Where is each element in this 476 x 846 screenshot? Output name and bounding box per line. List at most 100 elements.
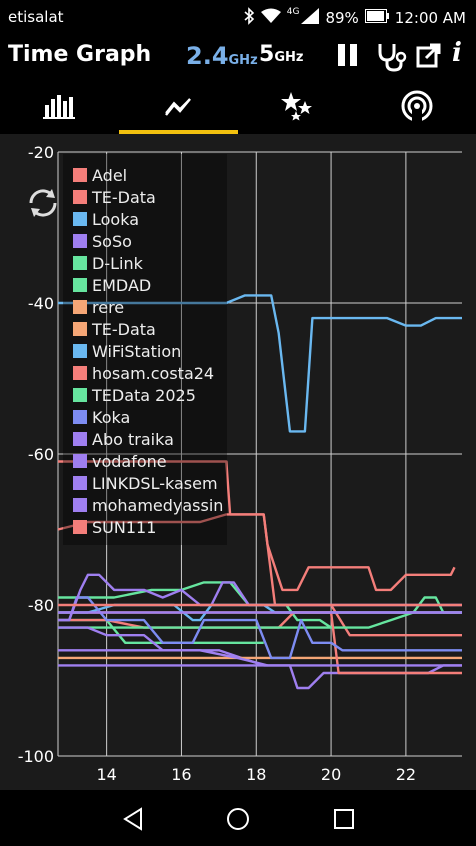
legend-swatch	[73, 366, 87, 380]
legend-label: Abo traika	[92, 429, 174, 449]
chart-canvas: 14 16 18 20 22 -20 -40 -60 -80 -100	[18, 143, 462, 784]
legend-label: Looka	[92, 209, 139, 229]
band-5-unit: GHz	[274, 50, 304, 65]
legend-swatch	[73, 256, 87, 270]
app-bar: Time Graph 2.4GHz 5GHz i	[0, 34, 476, 82]
legend-item: Looka	[73, 208, 139, 230]
chart-legend: Adel TE-Data Looka SoSo D-Link EMDAD rere TE-Da…	[63, 154, 227, 545]
legend-swatch	[73, 300, 87, 314]
navigation-bar	[0, 790, 476, 846]
legend-swatch	[73, 454, 87, 468]
series-line	[58, 596, 462, 660]
legend-item: LINKDSL-kasem	[73, 472, 218, 494]
legend-item: hosam.costa24	[73, 362, 214, 384]
legend-swatch	[73, 520, 87, 534]
status-icons: 4G 89% 12:00 AM	[243, 7, 466, 29]
series-line	[58, 460, 456, 592]
y-tick-label: -100	[18, 747, 54, 766]
legend-item: TEData 2025	[73, 384, 196, 406]
series-line	[58, 294, 462, 433]
legend-swatch	[73, 388, 87, 402]
legend-swatch	[73, 212, 87, 226]
legend-swatch	[73, 344, 87, 358]
legend-item: Adel	[73, 164, 127, 186]
legend-label: WiFiStation	[92, 341, 182, 361]
x-tick-label: 20	[321, 765, 341, 784]
legend-swatch	[73, 234, 87, 248]
stars-icon	[280, 91, 315, 125]
legend-label: hosam.costa24	[92, 363, 215, 383]
x-tick-label: 16	[171, 765, 191, 784]
legend-label: Koka	[92, 407, 131, 427]
battery-label: 89%	[325, 9, 359, 27]
legend-label: D-Link	[92, 253, 143, 273]
legend-item: Abo traika	[73, 428, 174, 450]
series-line	[58, 611, 462, 675]
legend-item: Koka	[73, 406, 130, 428]
legend-swatch	[73, 190, 87, 204]
legend-label: SUN111	[92, 517, 157, 537]
band-5ghz-toggle[interactable]: 5GHz	[259, 42, 303, 67]
legend-swatch	[73, 278, 87, 292]
legend-item: mohamedyassin	[73, 494, 223, 516]
legend-label: LINKDSL-kasem	[92, 473, 218, 493]
legend-item: EMDAD	[73, 274, 151, 296]
legend-label: EMDAD	[92, 275, 152, 295]
home-icon[interactable]	[226, 807, 250, 835]
recents-icon[interactable]	[333, 808, 355, 834]
band-5-value: 5	[259, 42, 275, 67]
radar-icon	[401, 90, 433, 126]
pause-icon[interactable]	[336, 42, 360, 72]
status-bar: etisalat 4G 89% 12:00 AM	[0, 0, 476, 34]
series-line	[58, 581, 462, 629]
share-icon[interactable]	[416, 42, 442, 72]
band-24-value: 2.4	[186, 42, 229, 70]
legend-item: SUN111	[73, 516, 156, 538]
y-tick-label: -20	[28, 143, 54, 162]
bar-chart-icon	[42, 93, 77, 123]
legend-item: vodafone	[73, 450, 167, 472]
battery-icon	[364, 9, 389, 27]
refresh-icon[interactable]	[26, 186, 60, 224]
page-title: Time Graph	[8, 42, 152, 67]
y-tick-label: -40	[28, 294, 54, 313]
legend-item: D-Link	[73, 252, 143, 274]
tab-channel-graph[interactable]	[0, 82, 119, 134]
info-icon[interactable]: i	[452, 38, 462, 68]
legend-swatch	[73, 168, 87, 182]
legend-label: TE-Data	[92, 187, 156, 207]
wifi-icon	[260, 8, 281, 28]
stethoscope-icon[interactable]	[376, 42, 408, 76]
legend-swatch	[73, 410, 87, 424]
y-tick-label: -80	[28, 596, 54, 615]
signal-icon	[301, 8, 320, 28]
legend-swatch	[73, 498, 87, 512]
x-tick-label: 22	[396, 765, 416, 784]
band-24-unit: GHz	[228, 53, 258, 68]
series-line	[58, 649, 462, 690]
tab-time-graph[interactable]	[119, 82, 238, 134]
series-line	[57, 513, 462, 637]
legend-label: Adel	[92, 165, 128, 185]
legend-label: rere	[92, 297, 125, 317]
x-tick-label: 18	[246, 765, 266, 784]
legend-item: TE-Data	[73, 318, 156, 340]
band-24ghz-toggle[interactable]: 2.4GHz	[186, 42, 258, 70]
legend-label: TE-Data	[92, 319, 156, 339]
tab-ap-list[interactable]	[357, 82, 476, 134]
legend-swatch	[73, 432, 87, 446]
bluetooth-icon	[243, 7, 255, 29]
x-tick-label: 14	[96, 765, 116, 784]
legend-label: vodafone	[92, 451, 167, 471]
tab-bar	[0, 82, 476, 134]
back-icon[interactable]	[122, 807, 144, 835]
legend-label: mohamedyassin	[92, 495, 224, 515]
legend-swatch	[73, 322, 87, 336]
time-label: 12:00 AM	[394, 9, 466, 27]
legend-item: WiFiStation	[73, 340, 181, 362]
legend-item: SoSo	[73, 230, 132, 252]
legend-label: SoSo	[92, 231, 132, 251]
legend-label: TEData 2025	[92, 385, 196, 405]
legend-item: rere	[73, 296, 124, 318]
tab-channel-rating[interactable]	[238, 82, 357, 134]
